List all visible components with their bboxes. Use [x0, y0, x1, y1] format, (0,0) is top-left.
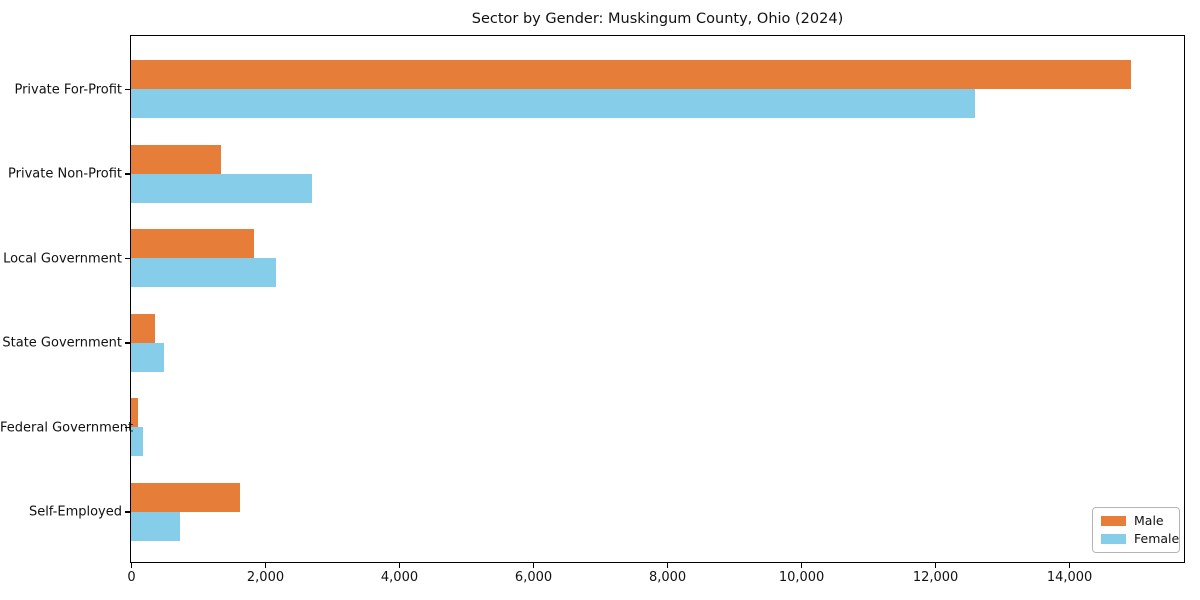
x-tick-label-14-000: 14,000: [1046, 570, 1093, 585]
bar-female-private-non-profit: [131, 173, 312, 203]
bar-male-state-government: [131, 313, 155, 343]
x-tick-mark: [130, 563, 133, 568]
chart-title: Sector by Gender: Muskingum County, Ohio…: [471, 11, 844, 27]
x-tick-mark: [934, 563, 937, 568]
bar-female-federal-government: [131, 427, 143, 456]
y-tick-mark: [125, 426, 130, 429]
x-tick-mark: [398, 563, 401, 568]
x-tick-mark: [800, 563, 803, 568]
bar-male-private-non-profit: [131, 144, 221, 174]
bar-male-private-for-profit: [131, 60, 1131, 89]
bar-female-private-for-profit: [131, 89, 975, 118]
x-tick-mark: [532, 563, 535, 568]
y-tick-label-state-government: State Government: [2, 335, 122, 351]
x-tick-label-4-000: 4,000: [380, 570, 419, 585]
x-tick-label-2-000: 2,000: [246, 570, 285, 585]
y-tick-mark: [125, 173, 130, 175]
bar-female-self-employed: [131, 511, 180, 541]
y-tick-label-federal-government: Federal Government: [0, 420, 134, 435]
x-tick-mark: [666, 563, 669, 568]
bar-male-local-government: [131, 229, 254, 258]
y-tick-mark: [125, 88, 130, 91]
x-tick-label-12-000: 12,000: [912, 570, 959, 585]
legend: Male Female: [1092, 507, 1180, 553]
y-tick-label-private-non-profit: Private Non-Profit: [8, 166, 122, 182]
x-tick-label-6-000: 6,000: [514, 570, 553, 585]
x-tick-mark: [1068, 563, 1071, 568]
female-color-swatch: [1101, 534, 1126, 544]
y-tick-mark: [125, 342, 130, 344]
bar-female-local-government: [131, 258, 276, 287]
bar-male-self-employed: [131, 482, 240, 512]
x-tick-label-0: 0: [127, 570, 136, 585]
y-tick-label-local-government: Local Government: [3, 251, 122, 266]
male-color-swatch: [1101, 516, 1126, 526]
y-tick-label-private-for-profit: Private For-Profit: [14, 82, 122, 97]
y-tick-label-self-employed: Self-Employed: [28, 504, 122, 520]
legend-entry-male: Male: [1101, 514, 1171, 528]
x-tick-mark: [264, 563, 267, 568]
y-tick-mark: [125, 511, 130, 513]
legend-label-male: Male: [1134, 513, 1164, 528]
bar-male-federal-government: [131, 398, 138, 427]
plot-area: Male Female: [130, 35, 1185, 563]
legend-label-female: Female: [1134, 531, 1180, 546]
legend-entry-female: Female: [1101, 532, 1179, 546]
x-tick-label-8-000: 8,000: [648, 570, 687, 585]
y-tick-mark: [125, 257, 130, 260]
x-tick-label-10-000: 10,000: [778, 570, 825, 585]
bar-female-state-government: [131, 342, 164, 372]
